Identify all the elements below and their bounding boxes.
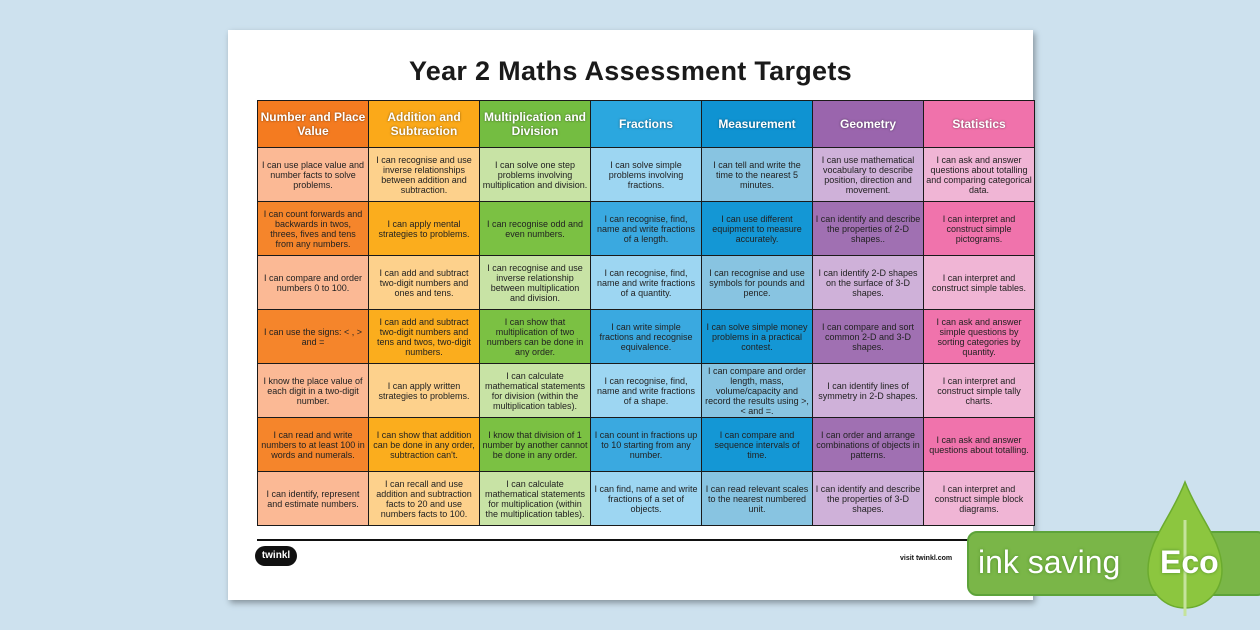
target-cell: I can identify 2-D shapes on the surface… <box>812 255 924 310</box>
target-cell: I can use different equipment to measure… <box>701 201 813 256</box>
target-cell: I can use place value and number facts t… <box>257 147 369 202</box>
column-header: Number and Place Value <box>257 100 369 148</box>
target-cell: I can use the signs: < , > and = <box>257 309 369 364</box>
ink-saving-label: ink saving <box>978 544 1121 580</box>
target-cell: I can recognise and use inverse relation… <box>479 255 591 310</box>
target-cell: I can ask and answer questions about tot… <box>923 147 1035 202</box>
column-header: Statistics <box>923 100 1035 148</box>
table-row: I can use place value and number facts t… <box>257 147 1035 202</box>
table-row: I can use the signs: < , > and = I can ad… <box>257 309 1035 364</box>
target-cell: I can tell and write the time to the nea… <box>701 147 813 202</box>
target-cell: I can compare and order length, mass, vo… <box>701 363 813 418</box>
target-cell: I can recognise, find, name and write fr… <box>590 201 702 256</box>
twinkl-logo: twinkl <box>255 546 297 566</box>
table-row: I know the place value of each digit in … <box>257 363 1035 418</box>
header-row: Number and Place Value Addition and Subtr… <box>257 100 1035 148</box>
footer-divider <box>257 539 1001 541</box>
target-cell: I can ask and answer simple questions by… <box>923 309 1035 364</box>
column-header: Measurement <box>701 100 813 148</box>
target-cell: I can identify lines of symmetry in 2-D … <box>812 363 924 418</box>
target-cell: I know the place value of each digit in … <box>257 363 369 418</box>
target-cell: I can recognise and use inverse relation… <box>368 147 480 202</box>
target-cell: I can recognise, find, name and write fr… <box>590 363 702 418</box>
target-cell: I know that division of 1 number by anot… <box>479 417 591 472</box>
table-row: I can read and write numbers to at least… <box>257 417 1035 472</box>
target-cell: I can interpret and construct simple tab… <box>923 255 1035 310</box>
target-cell: I can apply mental strategies to problem… <box>368 201 480 256</box>
target-cell: I can identify and describe the properti… <box>812 471 924 526</box>
target-cell: I can identify, represent and estimate n… <box>257 471 369 526</box>
target-cell: I can apply written strategies to proble… <box>368 363 480 418</box>
column-header: Fractions <box>590 100 702 148</box>
target-cell: I can show that multiplication of two nu… <box>479 309 591 364</box>
column-header: Addition and Subtraction <box>368 100 480 148</box>
target-cell: I can compare and order numbers 0 to 100… <box>257 255 369 310</box>
column-header: Geometry <box>812 100 924 148</box>
target-cell: I can calculate mathematical statements … <box>479 363 591 418</box>
target-cell: I can add and subtract two-digit numbers… <box>368 255 480 310</box>
target-cell: I can count in fractions up to 10 starti… <box>590 417 702 472</box>
target-cell: I can read relevant scales to the neares… <box>701 471 813 526</box>
target-cell: I can interpret and construct simple tal… <box>923 363 1035 418</box>
target-cell: I can recognise, find, name and write fr… <box>590 255 702 310</box>
target-cell: I can solve simple money problems in a p… <box>701 309 813 364</box>
targets-table: Number and Place Value Addition and Subtr… <box>257 100 1035 526</box>
target-cell: I can recognise and use symbols for poun… <box>701 255 813 310</box>
target-cell: I can identify and describe the properti… <box>812 201 924 256</box>
target-cell: I can interpret and construct simple blo… <box>923 471 1035 526</box>
target-cell: I can ask and answer questions about tot… <box>923 417 1035 472</box>
target-cell: I can read and write numbers to at least… <box>257 417 369 472</box>
target-cell: I can order and arrange combinations of … <box>812 417 924 472</box>
column-header: Multiplication and Division <box>479 100 591 148</box>
target-cell: I can find, name and write fractions of … <box>590 471 702 526</box>
table-row: I can compare and order numbers 0 to 100… <box>257 255 1035 310</box>
target-cell: I can add and subtract two-digit numbers… <box>368 309 480 364</box>
eco-label: Eco <box>1160 544 1219 580</box>
leaf-icon <box>1147 480 1223 616</box>
target-cell: I can recognise odd and even numbers. <box>479 201 591 256</box>
table-row: I can identify, represent and estimate n… <box>257 471 1035 526</box>
target-cell: I can use mathematical vocabulary to des… <box>812 147 924 202</box>
visit-link: visit twinkl.com <box>900 555 953 562</box>
target-cell: I can compare and sort common 2-D and 3-… <box>812 309 924 364</box>
target-cell: I can interpret and construct simple pic… <box>923 201 1035 256</box>
target-cell: I can recall and use addition and subtra… <box>368 471 480 526</box>
table-row: I can count forwards and backwards in tw… <box>257 201 1035 256</box>
target-cell: I can compare and sequence intervals of … <box>701 417 813 472</box>
target-cell: I can write simple fractions and recogni… <box>590 309 702 364</box>
page-title: Year 2 Maths Assessment Targets <box>408 56 852 86</box>
target-cell: I can calculate mathematical statements … <box>479 471 591 526</box>
target-cell: I can solve one step problems involving … <box>479 147 591 202</box>
target-cell: I can solve simple problems involving fr… <box>590 147 702 202</box>
target-cell: I can count forwards and backwards in tw… <box>257 201 369 256</box>
target-cell: I can show that addition can be done in … <box>368 417 480 472</box>
